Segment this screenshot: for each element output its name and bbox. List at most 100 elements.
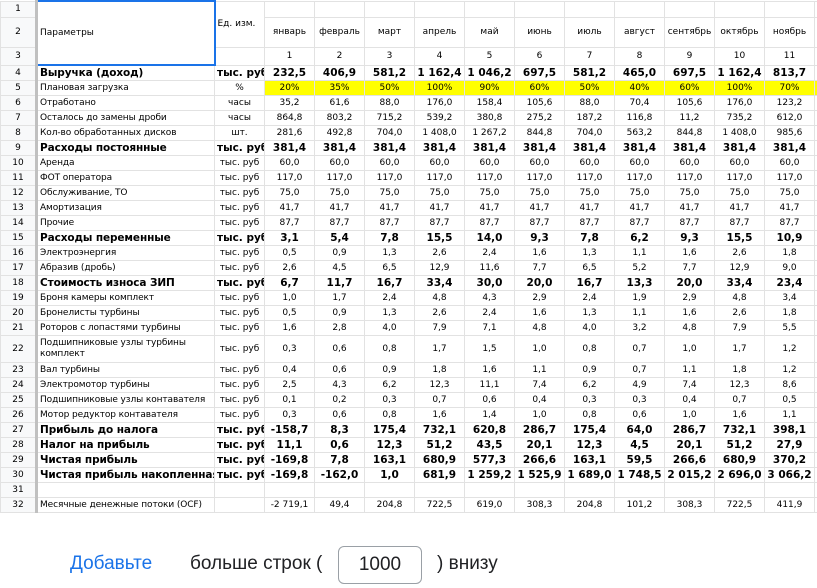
value-cell[interactable]: 2 696,0 [714,466,765,483]
value-cell[interactable]: 175,4 [564,421,615,438]
value-cell[interactable]: 23,4 [764,274,815,291]
month-header-cell[interactable]: ноябрь [764,16,815,48]
value-cell[interactable]: 75,0 [514,184,565,201]
value-cell[interactable]: 381,4 [664,139,715,156]
value-cell[interactable]: 176,0 [414,94,465,111]
row-number[interactable]: 31 [0,481,38,498]
value-cell[interactable]: 87,7 [714,214,765,231]
month-header-cell[interactable]: сентябрь [664,16,715,48]
value-cell[interactable]: 87,7 [364,214,415,231]
rows-count-input[interactable] [338,546,422,584]
value-cell[interactable]: 985,6 [764,124,815,141]
value-cell[interactable]: 60,0 [564,154,615,171]
value-cell[interactable]: 2,6 [714,244,765,261]
value-cell[interactable]: 286,7 [664,421,715,438]
value-cell[interactable]: 0,4 [664,391,715,408]
value-cell[interactable]: 0,2 [314,391,365,408]
value-cell[interactable]: 704,0 [564,124,615,141]
value-cell[interactable]: 308,3 [664,496,715,513]
value-cell[interactable]: 0,5 [264,304,315,321]
value-cell[interactable]: 732,1 [414,421,465,438]
value-cell[interactable]: 43,5 [464,436,515,453]
value-cell[interactable]: 87,7 [564,214,615,231]
month-number-cell[interactable]: 1 [264,46,315,66]
value-cell[interactable]: 60,0 [514,154,565,171]
value-cell[interactable]: 1 162,4 [714,64,765,81]
value-cell[interactable]: 1,0 [664,334,715,363]
value-cell[interactable]: 722,5 [414,496,465,513]
param-name-cell[interactable]: Абразив (дробь) [36,259,215,276]
unit-cell[interactable] [214,496,265,513]
value-cell[interactable]: 281,6 [264,124,315,141]
value-cell[interactable]: 60,0 [364,154,415,171]
value-cell[interactable]: 4,5 [614,436,665,453]
param-name-cell[interactable]: Отработано [36,94,215,111]
value-cell[interactable]: 0,3 [614,391,665,408]
param-name-cell[interactable]: Чистая прибыль [36,451,215,468]
month-number-cell[interactable]: 3 [364,46,415,66]
value-cell[interactable]: 41,7 [614,199,665,216]
add-rows-link[interactable]: Добавьте [70,553,153,574]
value-cell[interactable]: 105,6 [514,94,565,111]
unit-cell[interactable]: % [214,79,265,96]
param-name-cell[interactable]: ФОТ оператора [36,169,215,186]
value-cell[interactable]: 680,9 [414,451,465,468]
value-cell[interactable]: 2,6 [414,304,465,321]
value-cell[interactable] [764,481,815,498]
value-cell[interactable]: 88,0 [564,94,615,111]
value-cell[interactable]: 1,0 [514,406,565,423]
value-cell[interactable]: 105,6 [664,94,715,111]
value-cell[interactable]: 0,3 [264,334,315,363]
value-cell[interactable]: 123,2 [764,94,815,111]
value-cell[interactable]: 1,3 [364,304,415,321]
value-cell[interactable]: 3,4 [764,289,815,306]
value-cell[interactable]: 0,8 [364,334,415,363]
value-cell[interactable]: 8,6 [764,376,815,393]
value-cell[interactable]: 163,1 [564,451,615,468]
month-number-cell[interactable]: 11 [764,46,815,66]
value-cell[interactable]: 7,8 [364,229,415,246]
value-cell[interactable]: 204,8 [364,496,415,513]
value-cell[interactable]: 381,4 [714,139,765,156]
value-cell[interactable]: 75,0 [464,184,515,201]
value-cell[interactable]: 3,2 [614,319,665,336]
value-cell[interactable]: 1,0 [514,334,565,363]
value-cell[interactable]: 381,4 [364,139,415,156]
unit-cell[interactable]: шт. [214,124,265,141]
value-cell[interactable]: 1 408,0 [714,124,765,141]
value-cell[interactable]: 1,1 [514,361,565,378]
param-name-cell[interactable]: Вал турбины [36,361,215,378]
row-number[interactable]: 24 [0,376,38,393]
value-cell[interactable]: 87,7 [764,214,815,231]
value-cell[interactable]: 2,8 [314,319,365,336]
value-cell[interactable]: 41,7 [364,199,415,216]
value-cell[interactable]: 20% [264,79,315,96]
value-cell[interactable]: 1 525,9 [514,466,565,483]
value-cell[interactable]: 381,4 [414,139,465,156]
month-header-cell[interactable]: июнь [514,16,565,48]
value-cell[interactable]: 60,0 [664,154,715,171]
value-cell[interactable]: 100% [714,79,765,96]
param-name-cell[interactable]: Прочие [36,214,215,231]
row-number[interactable]: 14 [0,214,38,231]
value-cell[interactable]: 0,3 [264,406,315,423]
value-cell[interactable]: 11,1 [464,376,515,393]
value-cell[interactable]: 612,0 [764,109,815,126]
value-cell[interactable]: 117,0 [364,169,415,186]
param-name-cell[interactable]: Прибыль до налога [36,421,215,438]
row-number[interactable]: 17 [0,259,38,276]
unit-cell[interactable]: тыс. руб [214,391,265,408]
value-cell[interactable]: 101,2 [614,496,665,513]
value-cell[interactable]: 41,7 [264,199,315,216]
value-cell[interactable]: 4,9 [614,376,665,393]
value-cell[interactable]: 1,6 [714,406,765,423]
value-cell[interactable]: 70,4 [614,94,665,111]
param-name-cell[interactable]: Налог на прибыль [36,436,215,453]
param-name-cell[interactable]: Выручка (доход) [36,64,215,81]
value-cell[interactable]: 12,3 [564,436,615,453]
row-number[interactable]: 28 [0,436,38,453]
value-cell[interactable]: 12,3 [364,436,415,453]
param-name-cell[interactable]: Роторов с лопастями турбины [36,319,215,336]
value-cell[interactable]: 12,3 [714,376,765,393]
param-name-cell[interactable]: Расходы постоянные [36,139,215,156]
